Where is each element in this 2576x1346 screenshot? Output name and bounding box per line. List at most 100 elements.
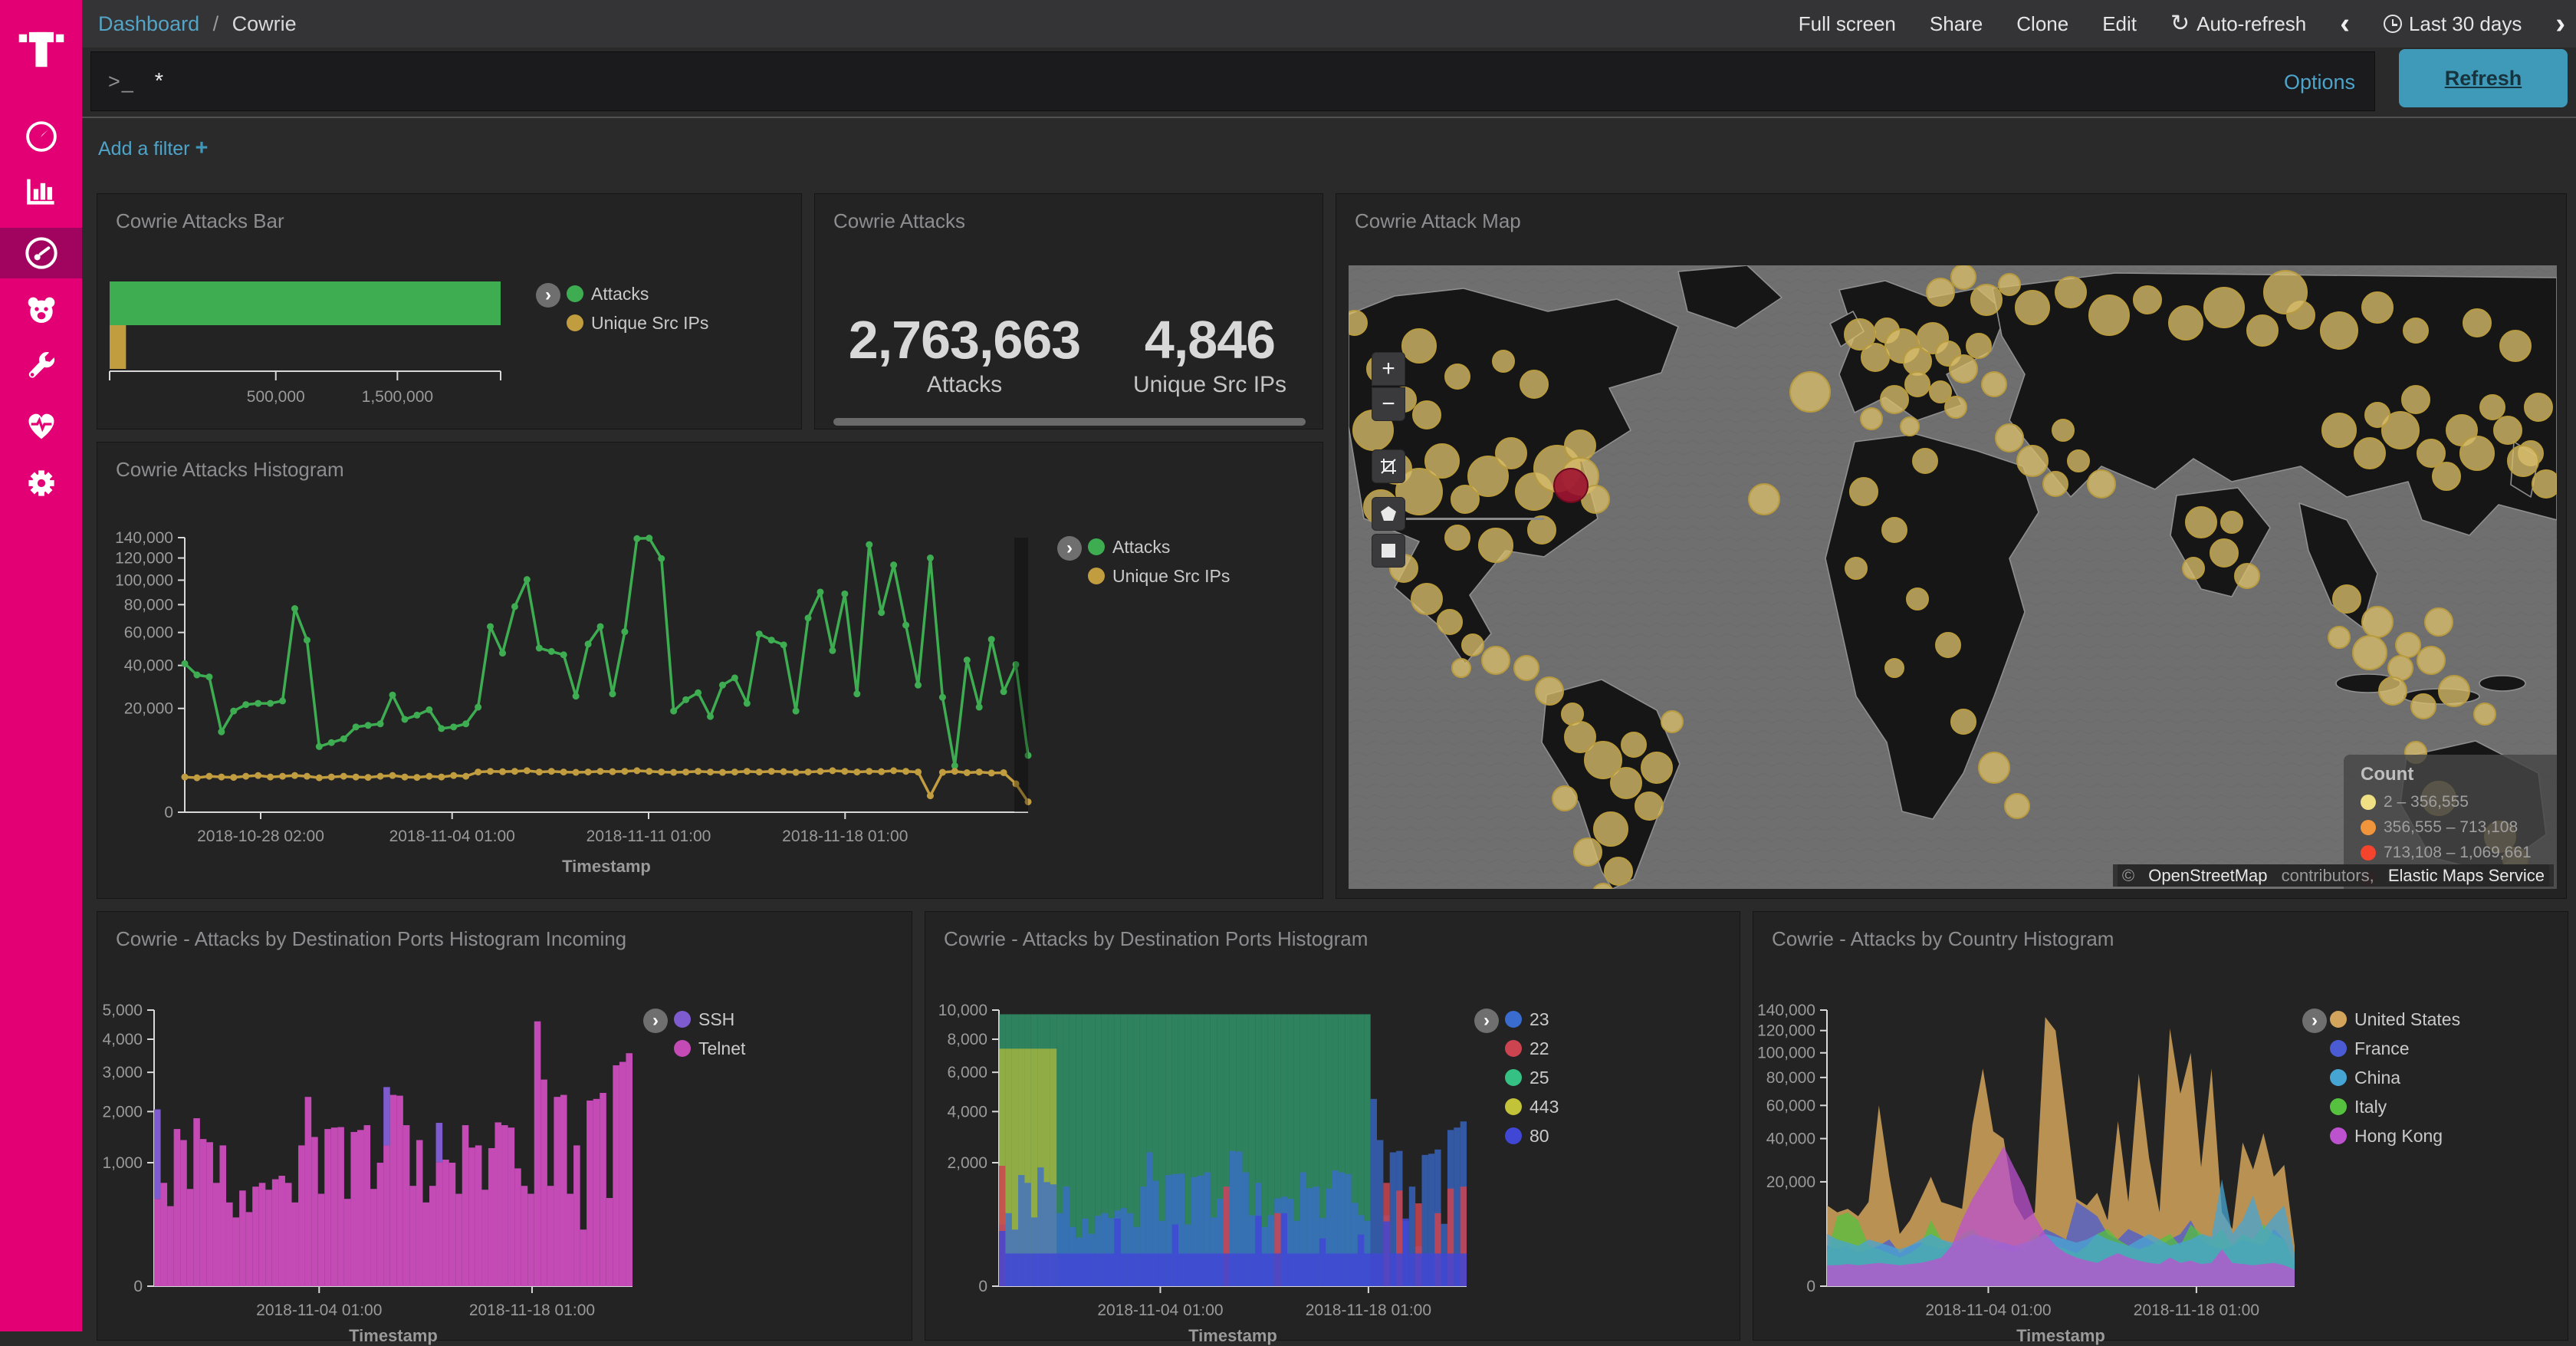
legend-label: 25	[1530, 1068, 1549, 1088]
legend-label: Telnet	[698, 1038, 745, 1059]
legend-toggle-icon[interactable]: ›	[1474, 1009, 1499, 1033]
legend-item[interactable]: Attacks	[567, 285, 708, 303]
map-draw-polygon-button[interactable]	[1372, 497, 1405, 531]
legend-dot-icon	[2361, 845, 2376, 861]
full-screen-button[interactable]: Full screen	[1799, 12, 1896, 36]
legend-item[interactable]: United States	[2330, 1010, 2460, 1028]
legend-toggle-icon[interactable]: ›	[643, 1009, 668, 1033]
svg-text:80,000: 80,000	[1766, 1069, 1815, 1087]
sidebar-item-dashboard[interactable]	[0, 228, 82, 278]
breadcrumb-dashboard-link[interactable]: Dashboard	[98, 12, 199, 35]
legend-dot-icon	[1505, 1069, 1522, 1086]
legend-item[interactable]: 80	[1505, 1127, 1559, 1145]
x-axis-title: Timestamp	[1827, 1326, 2295, 1346]
map-draw-rectangle-button[interactable]	[1372, 534, 1405, 568]
query-prompt-icon: >_	[108, 70, 135, 94]
legend-item[interactable]: France	[2330, 1039, 2460, 1058]
svg-text:2018-11-18 01:00: 2018-11-18 01:00	[469, 1302, 595, 1319]
bear-icon	[23, 292, 60, 329]
search-input[interactable]: >_ * Options Refresh	[90, 51, 2375, 111]
time-forward-button[interactable]: ›	[2555, 12, 2565, 35]
sidebar-item-management[interactable]	[0, 458, 82, 508]
legend-item[interactable]: Hong Kong	[2330, 1127, 2460, 1145]
breadcrumb-page: Cowrie	[232, 12, 297, 35]
legend-dot-icon	[2330, 1011, 2347, 1028]
legend-label: 80	[1530, 1126, 1549, 1147]
add-filter-button[interactable]: Add a filter +	[98, 136, 208, 161]
legend-item[interactable]: 356,555 – 713,108	[2361, 818, 2545, 837]
openstreetmap-link[interactable]: OpenStreetMap	[2144, 864, 2272, 887]
panel-ports-incoming: Cowrie - Attacks by Destination Ports Hi…	[97, 911, 912, 1341]
t-mobile-logo[interactable]	[0, 17, 82, 71]
svg-text:60,000: 60,000	[124, 624, 173, 642]
clone-button[interactable]: Clone	[2016, 12, 2068, 36]
svg-text:0: 0	[978, 1278, 987, 1295]
attacks-histogram-chart[interactable]: 020,00040,00060,00080,000100,000120,0001…	[97, 443, 1324, 900]
metric-value: 2,763,663	[838, 309, 1091, 370]
legend-item[interactable]: Attacks	[1088, 538, 1230, 556]
svg-text:80,000: 80,000	[124, 596, 173, 614]
map-fit-bounds-button[interactable]	[1372, 449, 1405, 483]
svg-text:1,000: 1,000	[102, 1154, 143, 1172]
svg-text:10,000: 10,000	[938, 1002, 987, 1019]
gear-icon	[24, 466, 59, 501]
breadcrumb: Dashboard / Cowrie	[98, 12, 297, 36]
legend-item[interactable]: 713,108 – 1,069,661	[2361, 844, 2545, 862]
app-sidebar	[0, 0, 82, 1331]
sidebar-item-honeypot[interactable]	[0, 285, 82, 336]
share-button[interactable]: Share	[1930, 12, 1983, 36]
refresh-button[interactable]: Refresh	[2399, 49, 2568, 107]
legend-dot-icon	[1505, 1127, 1522, 1144]
map-zoom-out-button[interactable]: −	[1372, 387, 1405, 421]
legend-label: 443	[1530, 1097, 1559, 1117]
legend-item[interactable]: 25	[1505, 1068, 1559, 1087]
legend-item[interactable]: SSH	[674, 1010, 745, 1028]
metric-label: Attacks	[838, 372, 1091, 398]
legend-toggle-icon[interactable]: ›	[1057, 536, 1082, 561]
sidebar-item-visualize[interactable]	[0, 166, 82, 216]
legend-toggle-icon[interactable]: ›	[536, 283, 560, 308]
legend-dot-icon	[1088, 538, 1105, 555]
legend-item[interactable]: Unique Src IPs	[1088, 567, 1230, 585]
legend-dot-icon	[2361, 820, 2376, 835]
query-bar: >_ * Options Refresh	[82, 48, 2576, 118]
options-link[interactable]: Options	[2284, 52, 2355, 112]
time-range-picker[interactable]: Last 30 days	[2384, 12, 2522, 36]
legend-item[interactable]: China	[2330, 1068, 2460, 1087]
edit-button[interactable]: Edit	[2102, 12, 2137, 36]
legend-item[interactable]: 23	[1505, 1010, 1559, 1028]
legend-dot-icon	[2330, 1098, 2347, 1115]
elastic-maps-link[interactable]: Elastic Maps Service	[2384, 864, 2549, 887]
legend-dot-icon	[674, 1040, 691, 1057]
legend-item[interactable]: Unique Src IPs	[567, 314, 708, 332]
svg-text:2018-11-18 01:00: 2018-11-18 01:00	[782, 828, 908, 845]
sidebar-item-monitoring[interactable]	[0, 400, 82, 451]
legend-item[interactable]: 443	[1505, 1098, 1559, 1116]
legend-label: 2 – 356,555	[2384, 793, 2469, 811]
legend-dot-icon	[1505, 1040, 1522, 1057]
svg-text:40,000: 40,000	[124, 657, 173, 675]
sidebar-item-discover[interactable]	[0, 111, 82, 162]
legend-toggle-icon[interactable]: ›	[2302, 1009, 2327, 1033]
legend-item[interactable]: 22	[1505, 1039, 1559, 1058]
auto-refresh-button[interactable]: ↻Auto-refresh	[2170, 12, 2306, 36]
svg-text:2,000: 2,000	[947, 1154, 987, 1172]
legend-item[interactable]: Telnet	[674, 1039, 745, 1058]
time-back-button[interactable]: ‹	[2340, 12, 2350, 35]
query-text[interactable]: *	[155, 69, 163, 94]
legend-dot-icon	[2330, 1069, 2347, 1086]
map-zoom-in-button[interactable]: +	[1372, 352, 1405, 386]
svg-text:2018-11-04 01:00: 2018-11-04 01:00	[256, 1302, 382, 1319]
legend-item[interactable]: Italy	[2330, 1098, 2460, 1116]
x-axis-title: Timestamp	[999, 1326, 1467, 1346]
legend-dot-icon	[2330, 1040, 2347, 1057]
panel-ports-histogram: Cowrie - Attacks by Destination Ports Hi…	[925, 911, 1740, 1341]
sidebar-item-dev-tools[interactable]	[0, 343, 82, 393]
svg-text:2018-11-04 01:00: 2018-11-04 01:00	[1097, 1302, 1223, 1319]
legend-item[interactable]: 2 – 356,555	[2361, 793, 2545, 811]
horizontal-scrollbar[interactable]	[833, 418, 1306, 426]
legend-dot-icon	[674, 1011, 691, 1028]
